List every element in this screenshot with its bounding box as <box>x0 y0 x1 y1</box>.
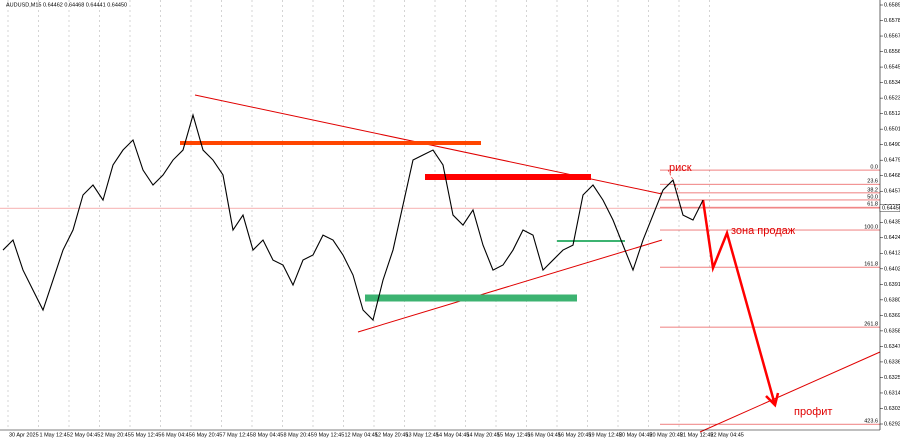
x-tick-label: 1 May 12:45 <box>40 432 70 438</box>
trend-line <box>357 239 663 333</box>
x-tick-label: 22 May 04:45 <box>711 432 744 438</box>
x-tick-label: 2 May 20:45 <box>101 432 131 438</box>
x-tick-label: 30 Apr 2025 <box>9 432 39 438</box>
plot <box>2 113 704 322</box>
x-tick-label: 16 May 20:45 <box>558 432 591 438</box>
chart-title: AUDUSD,M15 0.64462 0.64468 0.64441 0.644… <box>6 2 127 8</box>
x-tick-label: 20 May 04:45 <box>619 432 652 438</box>
fib-label: 38.2 <box>867 187 878 193</box>
x-tick-label: 13 May 12:45 <box>406 432 439 438</box>
fib-label: 100.0 <box>864 224 878 230</box>
x-tick-label: 20 May 20:45 <box>650 432 683 438</box>
annotation: профит <box>794 406 832 418</box>
fib-label: 23.6 <box>867 179 878 185</box>
x-tick-label: 2 May 04:45 <box>70 432 100 438</box>
x-tick-label: 14 May 04:45 <box>436 432 469 438</box>
x-tick-label: 6 May 04:45 <box>162 432 192 438</box>
x-tick-label: 16 May 04:45 <box>528 432 561 438</box>
current-price-label: 0.64450 <box>882 206 900 212</box>
x-tick-label: 8 May 20:45 <box>284 432 314 438</box>
price-line <box>2 113 704 322</box>
fib-label: 61.8 <box>867 202 878 208</box>
x-tick-label: 19 May 12:45 <box>589 432 622 438</box>
fib-label: 0.0 <box>870 165 878 171</box>
x-tick-label: 12 May 20:45 <box>375 432 408 438</box>
current-price-box <box>879 204 900 212</box>
x-tick-label: 6 May 20:45 <box>192 432 222 438</box>
fib-label: 261.8 <box>864 322 878 328</box>
forecast-arrow <box>701 199 777 406</box>
x-tick-label: 5 May 12:45 <box>131 432 161 438</box>
x-tick-label: 15 May 12:45 <box>497 432 530 438</box>
x-tick-label: 7 May 12:45 <box>223 432 253 438</box>
fib-label: 423.6 <box>864 419 878 425</box>
grid <box>0 0 880 430</box>
x-tick-label: 8 May 04:45 <box>253 432 283 438</box>
fib-label: 161.8 <box>864 262 878 268</box>
x-tick-label: 9 May 12:45 <box>314 432 344 438</box>
fib-label: 50.0 <box>867 194 878 200</box>
arrow-head <box>765 392 780 408</box>
trend-line <box>699 351 881 433</box>
annotation: риск <box>669 162 692 174</box>
x-tick-label: 14 May 20:45 <box>467 432 500 438</box>
y-tick-label: 0.65890 <box>884 2 900 8</box>
drawings <box>180 94 881 433</box>
x-tick-label: 21 May 12:45 <box>680 432 713 438</box>
x-tick-label: 12 May 04:45 <box>345 432 378 438</box>
annotation: зона продаж <box>731 225 796 237</box>
